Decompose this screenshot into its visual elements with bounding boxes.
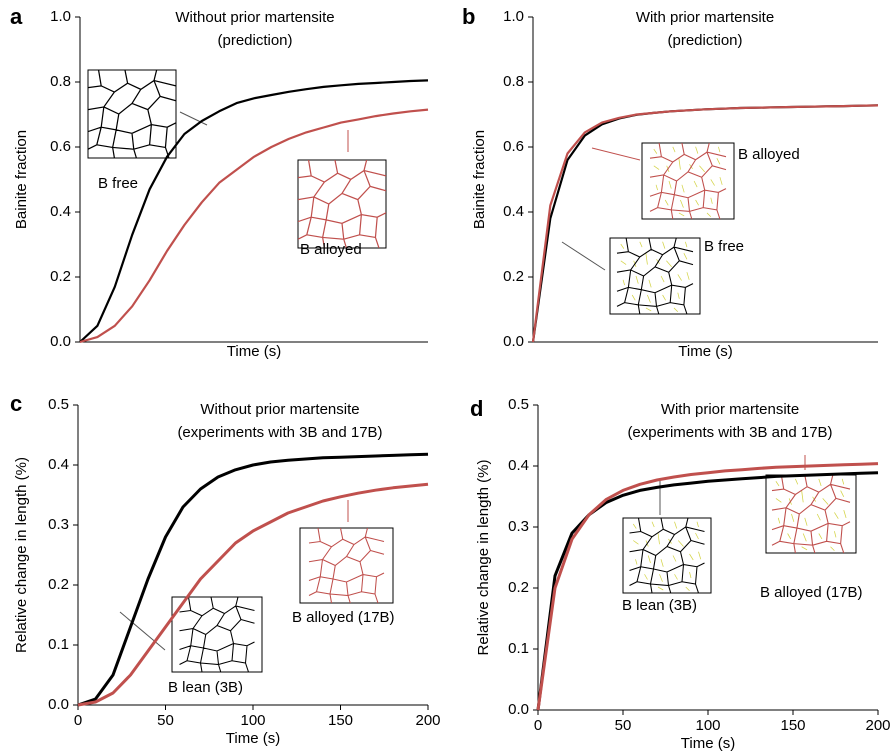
y-tick-label: 0.4 [50, 203, 71, 220]
chart-subtitle: (prediction) [667, 32, 742, 49]
y-tick-label: 0.2 [503, 268, 524, 285]
y-tick-label: 0.1 [508, 640, 529, 657]
chart-subtitle: (prediction) [217, 32, 292, 49]
series-label: B alloyed [300, 241, 362, 258]
x-tick-label: 0 [534, 717, 542, 734]
y-axis-label: Bainite fraction [471, 130, 488, 229]
panel-letter: c [10, 391, 22, 416]
y-axis-label: Relative change in length (%) [13, 457, 30, 653]
chart-subtitle: (experiments with 3B and 17B) [177, 424, 382, 441]
x-tick-label: 50 [615, 717, 632, 734]
series-label: B lean (3B) [622, 597, 697, 614]
x-tick-label: 100 [240, 712, 265, 729]
x-tick-label: 200 [415, 712, 440, 729]
series-line [79, 108, 429, 344]
leader-line [119, 611, 166, 651]
series-line [536, 462, 879, 711]
y-tick-label: 0.0 [508, 701, 529, 718]
series-label: B alloyed (17B) [760, 584, 863, 601]
panel-letter: a [10, 4, 23, 29]
y-tick-label: 0.8 [50, 73, 71, 90]
y-tick-label: 0.6 [503, 138, 524, 155]
series-label: B alloyed [738, 146, 800, 163]
micrograph-frame [299, 527, 394, 604]
y-tick-label: 0.3 [508, 518, 529, 535]
y-tick-label: 0.5 [508, 396, 529, 413]
chart-title: Without prior martensite [200, 401, 359, 418]
series-label: B alloyed (17B) [292, 609, 395, 626]
x-tick-label: 150 [328, 712, 353, 729]
y-axis-label: Relative change in length (%) [475, 460, 492, 656]
y-tick-label: 0.0 [503, 333, 524, 350]
y-tick-label: 0.8 [503, 73, 524, 90]
y-tick-label: 0.0 [48, 696, 69, 713]
chart-title: With prior martensite [636, 9, 774, 26]
series-line [77, 452, 429, 707]
chart-title: Without prior martensite [175, 9, 334, 26]
y-tick-label: 0.1 [48, 636, 69, 653]
series-label: B free [98, 175, 138, 192]
chart-subtitle: (experiments with 3B and 17B) [627, 424, 832, 441]
x-axis-label: Time (s) [678, 343, 732, 360]
micrograph-frame [171, 596, 263, 673]
y-axis-label: Bainite fraction [13, 130, 30, 229]
series-line [77, 482, 429, 707]
x-tick-label: 200 [865, 717, 890, 734]
micrograph-frame [641, 142, 735, 220]
y-tick-label: 0.2 [48, 576, 69, 593]
y-tick-label: 0.2 [508, 579, 529, 596]
y-tick-label: 0.4 [48, 456, 69, 473]
y-tick-label: 0.5 [48, 396, 69, 413]
y-tick-label: 0.4 [508, 457, 529, 474]
x-axis-label: Time (s) [227, 343, 281, 360]
y-tick-label: 1.0 [50, 8, 71, 25]
y-tick-label: 0.3 [48, 516, 69, 533]
y-tick-label: 0.4 [503, 203, 524, 220]
y-tick-label: 1.0 [503, 8, 524, 25]
x-axis-label: Time (s) [226, 730, 280, 747]
series-line [79, 79, 429, 343]
leader-line [179, 111, 208, 126]
y-tick-label: 0.2 [50, 268, 71, 285]
leader-line [591, 147, 641, 161]
y-tick-label: 0.0 [50, 333, 71, 350]
panel-letter: b [462, 4, 475, 29]
chart-title: With prior martensite [661, 401, 799, 418]
x-tick-label: 150 [780, 717, 805, 734]
panel-letter: d [470, 396, 483, 421]
series-line [531, 104, 879, 343]
x-tick-label: 100 [695, 717, 720, 734]
series-label: B lean (3B) [168, 679, 243, 696]
x-axis-label: Time (s) [681, 735, 735, 752]
x-tick-label: 50 [157, 712, 174, 729]
leader-line [561, 241, 606, 271]
y-tick-label: 0.6 [50, 138, 71, 155]
x-tick-label: 0 [74, 712, 82, 729]
series-label: B free [704, 238, 744, 255]
series-line [531, 104, 879, 343]
